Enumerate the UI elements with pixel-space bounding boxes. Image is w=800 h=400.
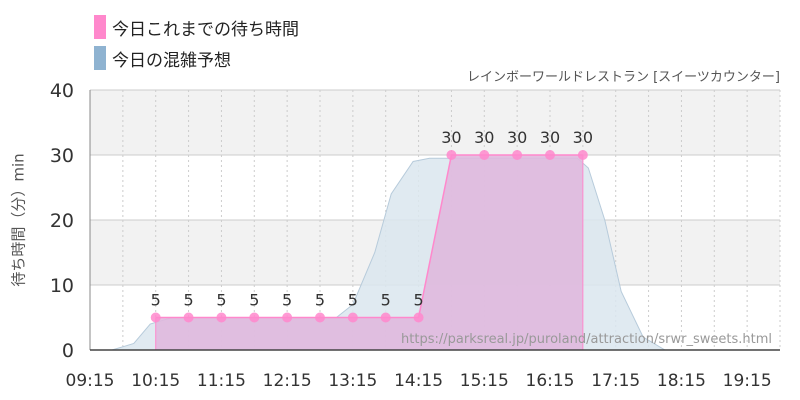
x-tick-label: 14:15 [394,371,443,391]
x-tick-label: 11:15 [197,371,246,391]
x-tick-label: 18:15 [657,371,706,391]
data-label: 5 [348,291,358,310]
data-label: 5 [282,291,292,310]
data-point [479,150,490,160]
legend-swatch-actual [94,15,106,39]
data-point [216,312,227,323]
legend-item-actual: 今日これまでの待ち時間 [94,14,299,40]
data-point [446,150,457,160]
source-url-text: https://parksreal.jp/puroland/attraction… [401,332,772,347]
data-label: 5 [216,291,226,310]
actual-area [155,155,583,350]
data-label: 5 [183,291,193,310]
y-axis-label: 待ち時間（分）min [9,153,28,287]
x-tick-label: 10:15 [131,371,180,391]
x-tick-label: 19:15 [723,371,772,391]
data-point [150,312,161,323]
y-tick-label: 0 [62,340,74,362]
legend-item-forecast: 今日の混雑予想 [94,45,231,71]
legend-swatch-forecast [94,46,106,70]
x-tick-label: 16:15 [526,371,575,391]
data-point [512,150,523,160]
data-point [577,150,588,160]
chart-subtitle: レインボーワールドレストラン [スイーツカウンター] [466,70,780,85]
data-point [380,312,391,323]
x-tick-label: 17:15 [591,371,640,391]
data-point [413,312,424,323]
data-point [315,312,325,323]
data-point [183,312,194,323]
grid-band [90,90,780,155]
data-label: 30 [540,128,560,147]
data-point [545,150,555,160]
y-tick-label: 10 [50,275,74,297]
y-tick-label: 40 [50,80,74,102]
data-label: 30 [507,128,527,147]
data-label: 30 [441,128,461,147]
data-label: 30 [474,128,494,147]
data-label: 30 [573,128,593,147]
data-label: 5 [151,291,161,310]
axes: 0 10 20 30 40 09:15 10:15 11:15 12:15 13:15 14:15 1… [50,80,780,391]
actual-line [155,154,583,319]
data-label: 5 [381,291,391,310]
legend-label-forecast: 今日の混雑予想 [112,50,231,71]
data-point [249,312,260,323]
data-label: 5 [413,291,423,310]
x-tick-label: 12:15 [263,371,312,391]
actual-series [150,150,588,350]
x-tick-label: 13:15 [328,371,377,391]
legend-label-actual: 今日これまでの待ち時間 [112,19,299,40]
data-point [347,312,358,323]
data-point [282,312,293,323]
x-tick-label: 09:15 [66,371,115,391]
x-tick-label: 15:15 [460,371,509,391]
data-label: 5 [315,291,325,310]
y-tick-label: 30 [50,145,74,167]
y-tick-label: 20 [50,210,74,232]
data-labels: 5 5 5 5 5 5 5 5 5 30 30 30 30 30 [151,128,593,310]
data-label: 5 [249,291,259,310]
